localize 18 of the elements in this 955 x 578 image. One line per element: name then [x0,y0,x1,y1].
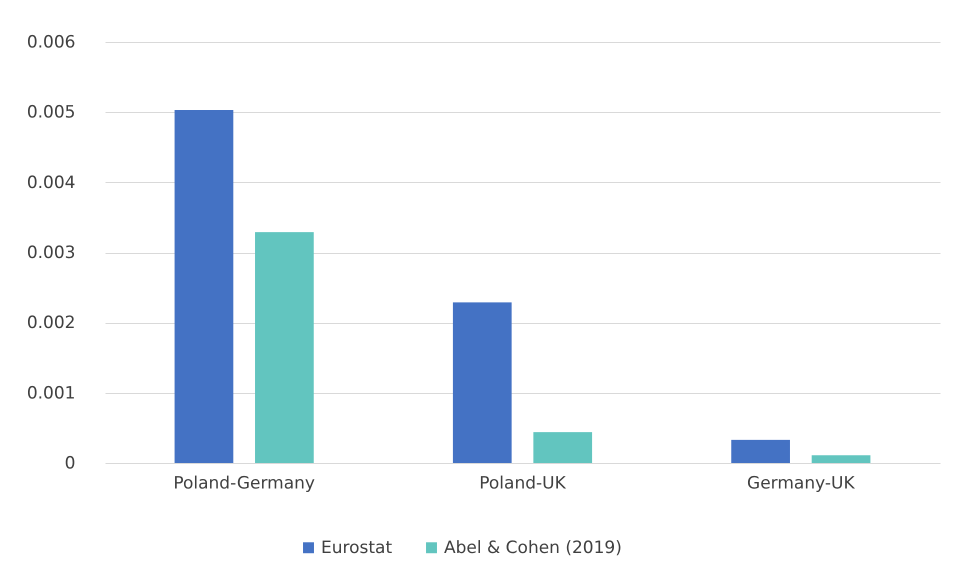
x-tick-label: Poland-UK [479,474,567,494]
y-tick-label: 0.002 [26,313,76,334]
bar [812,455,870,463]
bar [174,110,234,463]
y-tick-label: 0.006 [26,32,76,52]
y-tick-label: 0 [64,454,76,474]
legend-label: Eurostat [321,538,392,558]
legend-label: Abel & Cohen (2019) [444,538,622,558]
bar [255,232,314,463]
x-tick-label: Germany-UK [747,474,856,494]
x-tick-label: Poland-Germany [173,474,315,494]
y-tick-label: 0.005 [26,102,76,123]
bar [452,302,512,463]
bar [533,432,592,463]
y-tick-label: 0.001 [26,383,76,404]
bar [731,440,790,463]
y-tick-label: 0.003 [26,243,76,263]
y-tick-label: 0.004 [26,172,76,193]
